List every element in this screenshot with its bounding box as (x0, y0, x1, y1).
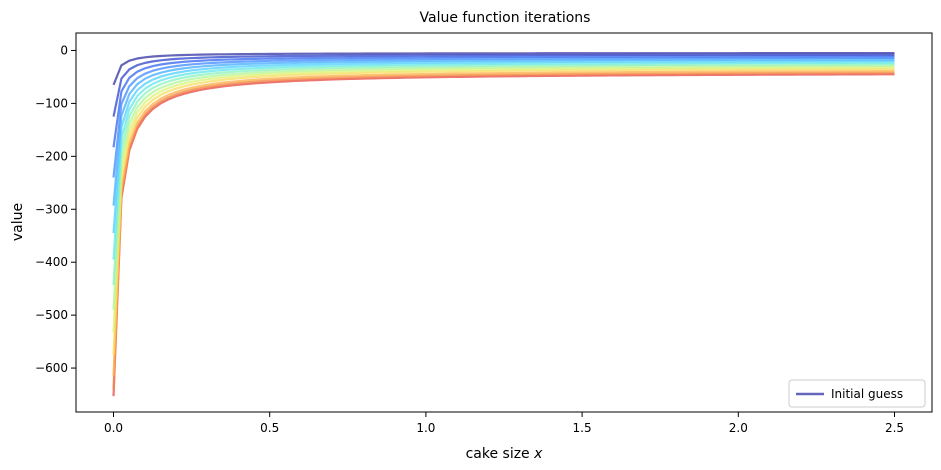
x-tick-label: 0.0 (104, 421, 123, 435)
series-line-iteration-13 (112, 73, 896, 397)
y-tick-label: −100 (35, 96, 68, 110)
series-line-iteration-0 (112, 52, 896, 86)
x-tick-label: 2.5 (885, 421, 904, 435)
series-line-iteration-1 (112, 53, 896, 117)
legend-box (788, 379, 926, 408)
x-tick-label: 2.0 (729, 421, 748, 435)
series-lines (112, 52, 896, 397)
series-line-iteration-7 (112, 63, 896, 286)
x-axis-label-variable: x (533, 446, 543, 462)
series-line-iteration-5 (112, 59, 896, 234)
chart-title: Value function iterations (420, 10, 591, 26)
y-tick-label: −600 (35, 361, 68, 375)
x-tick-label: 1.0 (416, 421, 435, 435)
series-line-iteration-12 (112, 71, 896, 390)
y-tick-label: 0 (60, 43, 68, 57)
series-line-iteration-4 (112, 58, 896, 206)
series-line-iteration-3 (112, 56, 896, 178)
x-axis-label: cake size x (466, 446, 544, 462)
y-axis-label: value (10, 203, 26, 241)
y-tick-label: −200 (35, 149, 68, 163)
x-axis: 0.0 0.5 1.0 1.5 2.0 2.5 (104, 412, 904, 435)
series-line-iteration-11 (112, 70, 896, 377)
series-line-iteration-6 (112, 61, 896, 260)
legend-label-initial-guess: Initial guess (831, 387, 903, 401)
series-line-iteration-2 (112, 55, 896, 148)
legend: Initial guess (788, 379, 926, 408)
y-tick-label: −400 (35, 255, 68, 269)
series-line-iteration-8 (112, 64, 896, 310)
series-line-iteration-9 (112, 66, 896, 333)
y-tick-label: −500 (35, 308, 68, 322)
y-axis: 0 −100 −200 −300 −400 −500 −600 (35, 43, 76, 375)
series-line-iteration-10 (112, 67, 896, 355)
x-axis-label-text: cake size (466, 446, 535, 462)
y-tick-label: −300 (35, 202, 68, 216)
x-tick-label: 0.5 (260, 421, 279, 435)
x-tick-label: 1.5 (573, 421, 592, 435)
plot-frame (75, 32, 933, 413)
